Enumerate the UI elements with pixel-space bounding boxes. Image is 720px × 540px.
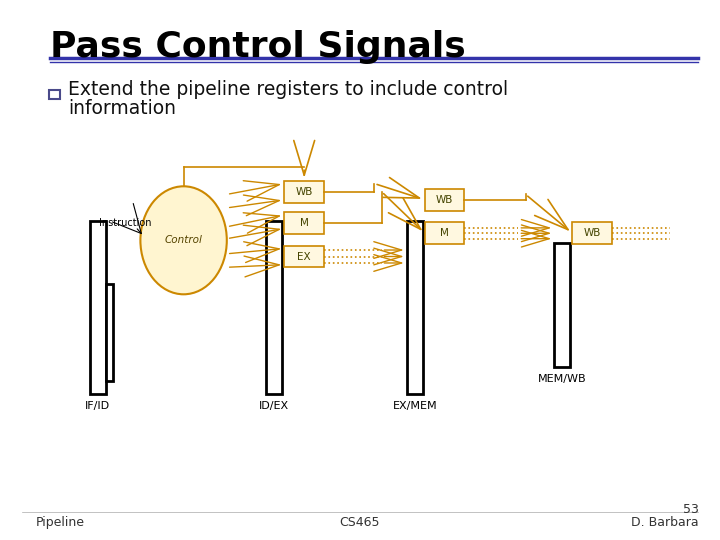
- Text: M: M: [440, 228, 449, 238]
- Text: M: M: [300, 218, 309, 228]
- Ellipse shape: [140, 186, 227, 294]
- Text: 53: 53: [683, 503, 698, 516]
- Text: CS465: CS465: [340, 516, 380, 529]
- Text: information: information: [68, 98, 176, 118]
- FancyBboxPatch shape: [106, 284, 113, 381]
- FancyBboxPatch shape: [266, 221, 282, 394]
- FancyBboxPatch shape: [284, 246, 324, 267]
- Text: WB: WB: [295, 187, 313, 197]
- Text: MEM/WB: MEM/WB: [538, 374, 587, 384]
- Text: Extend the pipeline registers to include control: Extend the pipeline registers to include…: [68, 79, 508, 99]
- FancyBboxPatch shape: [90, 221, 106, 394]
- FancyBboxPatch shape: [284, 212, 324, 234]
- Text: Pass Control Signals: Pass Control Signals: [50, 30, 466, 64]
- Text: WB: WB: [583, 228, 601, 238]
- Text: WB: WB: [436, 195, 454, 205]
- Text: D. Barbara: D. Barbara: [631, 516, 698, 529]
- Text: Control: Control: [165, 235, 202, 245]
- Text: EX: EX: [297, 252, 311, 261]
- Text: Instruction: Instruction: [99, 218, 152, 228]
- Text: EX/MEM: EX/MEM: [392, 401, 437, 411]
- FancyBboxPatch shape: [425, 222, 464, 244]
- FancyBboxPatch shape: [554, 243, 570, 367]
- Text: ID/EX: ID/EX: [259, 401, 289, 411]
- FancyBboxPatch shape: [407, 221, 423, 394]
- Text: IF/ID: IF/ID: [86, 401, 110, 411]
- FancyBboxPatch shape: [425, 189, 464, 211]
- FancyBboxPatch shape: [572, 222, 612, 244]
- Bar: [49, 90, 60, 99]
- Text: Pipeline: Pipeline: [36, 516, 85, 529]
- FancyBboxPatch shape: [284, 181, 324, 202]
